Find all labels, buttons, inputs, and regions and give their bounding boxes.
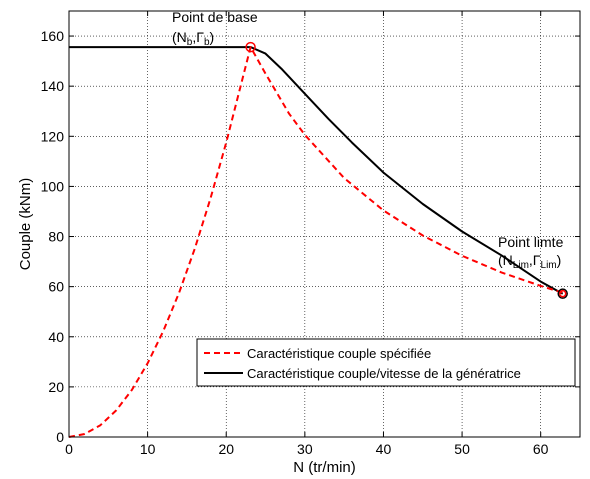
annotation-coords-part: ,Γ xyxy=(192,29,204,45)
annotation-title: Point limte xyxy=(498,234,564,250)
annotation-coords-part: b xyxy=(204,37,210,48)
annotation-coords-part: ,Γ xyxy=(529,252,541,268)
marker-layer xyxy=(245,41,568,299)
y-tick-label: 100 xyxy=(41,178,65,194)
annotation-coords: (NLim,ΓLim) xyxy=(498,252,561,271)
annotation-coords-part: (N xyxy=(172,29,187,45)
x-tick-label: 0 xyxy=(65,441,73,457)
series-line-1 xyxy=(69,46,564,295)
y-tick-label: 80 xyxy=(48,229,64,245)
legend-label: Caractéristique couple/vitesse de la gén… xyxy=(247,366,521,381)
tick-labels: 0 10 20 30 40 50 60 0 20 40 60 80 100 120 140 160 xyxy=(41,28,549,457)
y-tick-label: 160 xyxy=(41,28,65,44)
annotation-coords: (Nb,Γb) xyxy=(172,29,214,48)
x-tick-label: 40 xyxy=(376,441,392,457)
annotation-coords-part: ) xyxy=(210,29,215,45)
legend: Caractéristique couple spécifiée Caractér… xyxy=(196,338,576,387)
annotations: Point de base(Nb,Γb)Point limte(NLim,ΓLi… xyxy=(172,9,564,271)
x-tick-label: 60 xyxy=(533,441,549,457)
series-line-0 xyxy=(68,46,563,438)
legend-box xyxy=(196,338,576,387)
y-axis-label: Couple (kNm) xyxy=(17,178,34,271)
y-tick-label: 0 xyxy=(56,429,64,445)
y-tick-label: 20 xyxy=(48,379,64,395)
point-marker xyxy=(558,289,567,298)
legend-label: Caractéristique couple spécifiée xyxy=(247,346,431,361)
x-tick-label: 50 xyxy=(454,441,470,457)
annotation-coords-part: (N xyxy=(498,252,513,268)
annotation-coords-part: b xyxy=(187,37,193,48)
annotation-coords-part: Lim xyxy=(541,260,557,271)
annotation-coords-part: Lim xyxy=(513,260,529,271)
x-tick-label: 10 xyxy=(140,441,156,457)
y-tick-label: 40 xyxy=(48,329,64,345)
annotation-title: Point de base xyxy=(172,9,258,25)
point-marker xyxy=(245,41,256,53)
point-marker xyxy=(557,288,568,299)
y-tick-label: 60 xyxy=(48,279,64,295)
plot-frame xyxy=(68,10,581,438)
x-axis-label: N (tr/min) xyxy=(293,459,356,476)
annotation-coords-part: ) xyxy=(557,252,562,268)
x-tick-label: 20 xyxy=(218,441,234,457)
series-layer xyxy=(68,46,564,438)
x-tick-label: 30 xyxy=(297,441,313,457)
y-tick-label: 120 xyxy=(41,128,65,144)
y-tick-label: 140 xyxy=(41,78,65,94)
